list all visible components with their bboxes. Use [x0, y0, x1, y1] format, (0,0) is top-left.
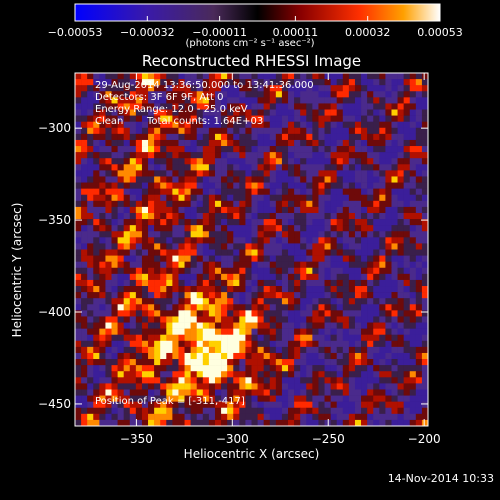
- x-tick-label: −350: [120, 432, 153, 446]
- annotation-detectors: Detectors: 3F 6F 9F, Att 0: [95, 92, 224, 103]
- annotation-algorithm: Clean: [95, 116, 124, 127]
- colorbar-tick-label: −0.00032: [120, 26, 175, 39]
- colorbar-tick-label: 0.00011: [273, 26, 319, 39]
- annotation-total-counts: Total counts: 1.64E+03: [147, 116, 264, 127]
- chart-title: Reconstructed RHESSI Image: [141, 52, 362, 70]
- colorbar: [74, 3, 441, 22]
- y-axis-label: Heliocentric Y (arcsec): [10, 202, 24, 338]
- x-tick-label: −300: [216, 432, 249, 446]
- annotation-time-range: 29-Aug-2014 13:36:50.000 to 13:41:36.000: [95, 80, 314, 91]
- colorbar-label: (photons cm⁻² s⁻¹ asec⁻²): [185, 38, 315, 49]
- x-tick-label: −250: [312, 432, 345, 446]
- colorbar-tick-label: 0.00053: [417, 26, 463, 39]
- annotation-energy-range: Energy Range: 12.0 - 25.0 keV: [95, 104, 248, 115]
- colorbar-tick-label: 0.00032: [345, 26, 391, 39]
- plot-frame: [74, 72, 429, 427]
- heatmap-image: [75, 73, 429, 427]
- colorbar-tick-label: −0.00053: [48, 26, 103, 39]
- axis-ticks: −350 −300 −250 −200 −300 −350 −400 −450: [38, 73, 441, 446]
- y-tick-label: −300: [38, 121, 71, 135]
- colorbar-tick-label: −0.00011: [192, 26, 247, 39]
- colorbar-ticks: −0.00053 −0.00032 −0.00011 0.00011 0.00032 0.…: [48, 16, 463, 39]
- x-tick-label: −200: [408, 432, 441, 446]
- footer-date: 14-Nov-2014 10:33: [387, 472, 494, 485]
- annotation-peak-position: Position of Peak = [-311,-417]: [95, 396, 245, 407]
- y-tick-label: −450: [38, 397, 71, 411]
- y-tick-label: −400: [38, 305, 71, 319]
- x-axis-label: Heliocentric X (arcsec): [183, 447, 320, 461]
- y-tick-label: −350: [38, 213, 71, 227]
